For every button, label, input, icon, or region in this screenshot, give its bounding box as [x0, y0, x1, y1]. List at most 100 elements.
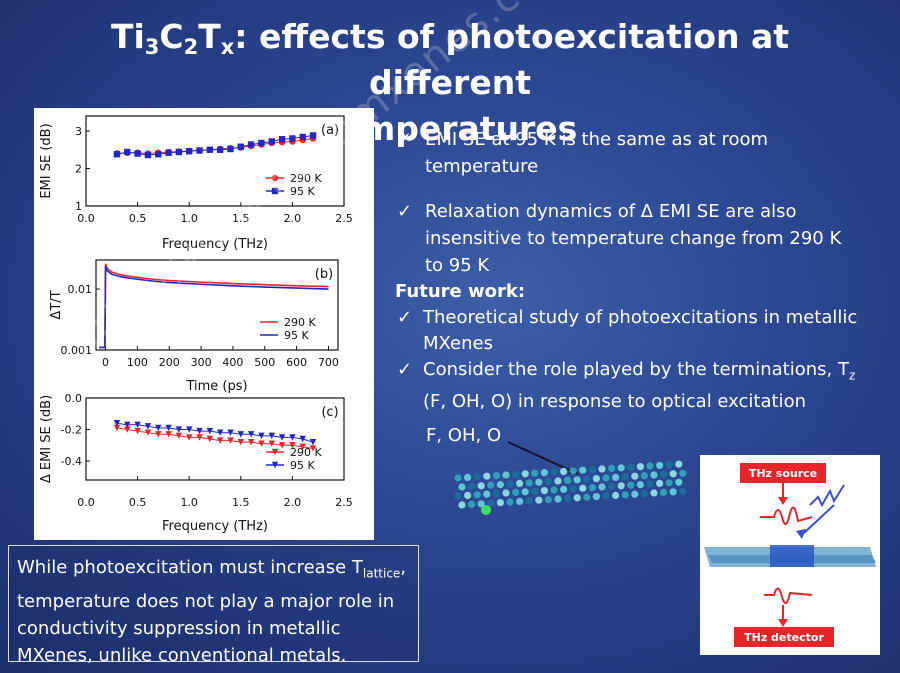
atom — [569, 485, 577, 493]
atom — [631, 490, 639, 498]
atom — [621, 473, 629, 481]
atom — [608, 464, 616, 472]
thz-diagram-svg: THz source THz detector — [704, 463, 876, 647]
x-tick-label: 600 — [286, 356, 307, 369]
atom — [679, 487, 687, 495]
atom — [602, 492, 610, 500]
data-point — [196, 427, 203, 435]
excited-region — [770, 545, 814, 567]
atom — [473, 473, 481, 481]
future-item-text: Consider the role played by the terminat… — [423, 359, 849, 380]
atom — [564, 476, 572, 484]
legend-swatch-marker — [271, 187, 279, 195]
title-ti: Ti — [110, 17, 145, 56]
x-tick-label: 0.0 — [77, 496, 95, 509]
data-point — [155, 424, 162, 432]
figure-svg: 0.0 0.5 1.0 1.5 2.0 2.5 1 2 3 Frequency (THz) EMI … — [39, 115, 353, 534]
data-point — [216, 146, 224, 153]
atom — [540, 487, 548, 495]
data-point — [227, 429, 234, 436]
pointer-line — [507, 441, 579, 475]
data-point — [278, 442, 286, 449]
atom — [512, 488, 520, 496]
atom — [560, 467, 568, 475]
data-point — [144, 151, 152, 159]
atom — [592, 493, 600, 501]
legend-swatch-marker — [271, 174, 279, 182]
x-tick-label: 1.5 — [232, 212, 250, 225]
x-axis-label: Frequency (THz) — [162, 519, 268, 534]
x-tick-label: 2.5 — [335, 496, 353, 509]
atom — [579, 466, 587, 474]
legend-label: 290 K — [284, 316, 316, 329]
data-point — [124, 148, 131, 156]
atom — [492, 472, 500, 480]
data-point — [175, 426, 183, 433]
x-tick-label: 500 — [254, 356, 275, 369]
atom — [627, 481, 635, 489]
atom — [650, 489, 658, 497]
future-item-text-cont: (F, OH, O) in response to optical excita… — [423, 390, 806, 412]
y-tick-label: 0.01 — [68, 283, 93, 296]
atom — [487, 499, 495, 507]
atom — [473, 491, 481, 499]
y-tick-label: -0.4 — [61, 455, 82, 468]
atom — [468, 482, 476, 490]
plot-frame — [95, 259, 339, 351]
atom — [636, 481, 644, 489]
data-point — [247, 438, 255, 446]
atom — [583, 475, 591, 483]
x-tick-label: 2.0 — [284, 212, 302, 225]
title-line-1: Ti3C2Tx: effects of photoexcitation at d… — [40, 14, 860, 106]
atom — [454, 492, 462, 500]
atom — [640, 472, 648, 480]
atom — [544, 496, 552, 504]
thz-arrow-icon — [778, 497, 788, 505]
atom — [617, 482, 625, 490]
data-point — [113, 151, 121, 158]
atom — [564, 494, 572, 502]
atom — [458, 483, 466, 491]
atom — [569, 467, 577, 475]
atom — [458, 501, 466, 509]
x-axis-label: Time (ps) — [185, 379, 247, 394]
atom — [650, 471, 658, 479]
y-tick-label: 2 — [75, 163, 82, 176]
atom — [502, 471, 510, 479]
data-point — [309, 445, 317, 452]
thz-detector-box — [734, 627, 834, 647]
atom — [631, 472, 639, 480]
atom — [573, 476, 581, 484]
atom — [679, 469, 687, 477]
data-point — [186, 148, 193, 155]
title-sub-x: x — [220, 35, 235, 59]
x-tick-label: 0.5 — [129, 212, 147, 225]
atom — [665, 479, 673, 487]
data-point — [134, 150, 141, 157]
data-point — [165, 424, 172, 432]
data-point — [155, 151, 162, 158]
data-point — [237, 143, 244, 150]
legend-swatch-marker — [271, 461, 279, 469]
atom — [665, 461, 673, 469]
summary-box: While photoexcitation must increase Tlat… — [8, 545, 419, 666]
atom — [588, 484, 596, 492]
atom — [496, 481, 504, 489]
data-point — [186, 426, 193, 433]
pump-arrow-icon — [796, 529, 806, 539]
atom — [588, 466, 596, 474]
atom — [535, 478, 543, 486]
atom — [464, 473, 472, 481]
title-sub-2: 2 — [183, 35, 199, 59]
summary-sub: lattice — [362, 566, 401, 581]
panel-label: (c) — [321, 405, 338, 420]
data-point — [278, 136, 286, 143]
atom — [502, 489, 510, 497]
data-point — [247, 431, 255, 438]
data-point — [155, 431, 162, 438]
atom — [540, 469, 548, 477]
atom — [531, 469, 539, 477]
atom — [656, 461, 664, 469]
data-point — [268, 138, 275, 145]
data-point — [309, 132, 317, 139]
